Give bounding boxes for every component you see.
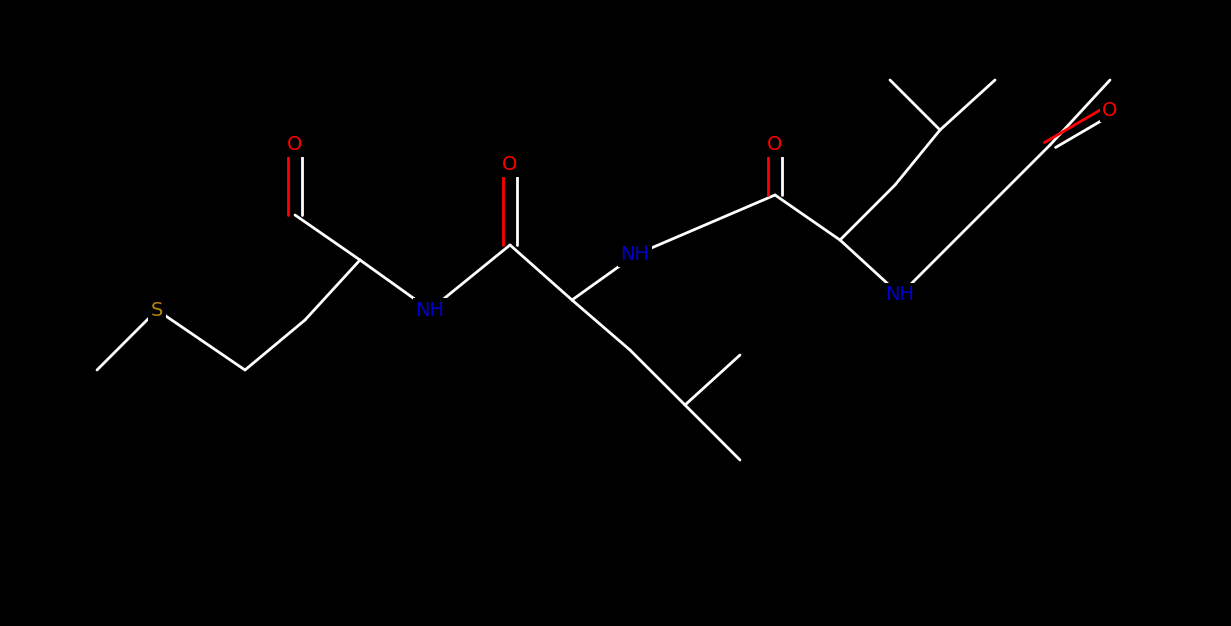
Text: O: O: [287, 135, 303, 155]
Text: NH: NH: [885, 285, 915, 304]
Text: O: O: [767, 135, 783, 155]
Text: O: O: [502, 155, 518, 175]
Text: NH: NH: [416, 300, 444, 319]
Text: S: S: [151, 300, 164, 319]
Text: O: O: [1102, 101, 1118, 120]
Text: NH: NH: [620, 245, 650, 265]
